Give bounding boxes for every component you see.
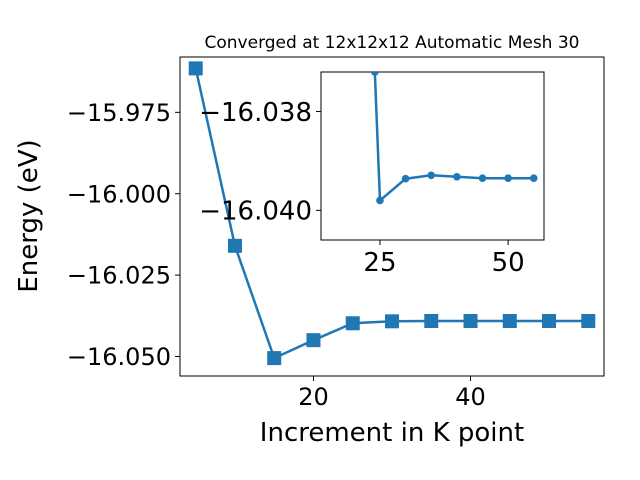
main-x-tick-label: 20 [298,383,329,411]
inset-data-point [478,174,487,183]
main-data-point [424,313,439,328]
inset-y-tick-label: −16.038 [199,98,312,128]
main-y-axis-label: Energy (eV) [14,139,44,292]
main-data-point [581,313,596,328]
inset-y-ticks: −16.040 −16.038 [199,98,321,227]
main-y-tick-label: −16.000 [67,180,171,208]
main-y-tick-label: −16.050 [67,343,171,371]
inset-axes: 25 50 −16.040 −16.038 [199,71,545,278]
inset-data-point [376,196,384,205]
main-data-point [345,316,360,331]
inset-x-tick-label: 25 [363,248,396,278]
main-data-point [463,313,478,328]
main-data-point [385,314,399,329]
main-y-tick-label: −15.975 [67,99,171,127]
inset-data-point [453,172,461,181]
main-data-point [502,313,517,328]
main-x-tick-label: 40 [455,383,486,411]
inset-series [371,72,538,205]
main-series [188,61,596,366]
main-data-point [188,61,203,76]
inset-plot-frame [320,71,545,241]
main-x-ticks: 20 40 [298,376,486,411]
main-title: Converged at 12x12x12 Automatic Mesh 30 [205,33,580,53]
main-x-axis-label: Increment in K point [260,418,524,448]
inset-x-ticks: 25 50 [363,240,525,278]
inset-data-point [427,171,436,180]
main-data-point [227,238,242,253]
inset-data-point [504,174,512,183]
main-y-ticks: −16.050 −16.025 −16.000 −15.975 [67,99,180,371]
main-data-point [267,351,282,366]
main-data-point [306,333,321,348]
inset-data-point [529,174,538,183]
inset-series-line [373,72,534,204]
main-data-point [542,313,557,328]
inset-data-point [371,72,379,76]
inset-x-tick-label: 50 [492,248,525,278]
main-y-tick-label: −16.025 [67,262,171,290]
inset-y-tick-label: −16.040 [199,197,312,227]
inset-data-point [401,174,410,183]
